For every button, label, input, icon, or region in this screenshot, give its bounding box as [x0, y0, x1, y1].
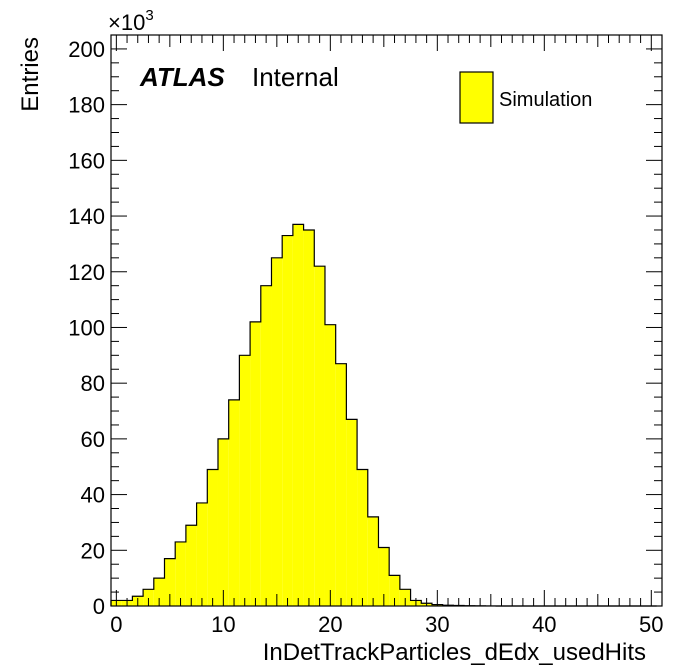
histogram-bar [399, 589, 411, 606]
histogram-bar [239, 355, 251, 606]
x-axis-title: InDetTrackParticles_dEdx_usedHits [263, 639, 646, 666]
histogram-bar [346, 419, 358, 606]
x-tick-label: 0 [110, 612, 122, 637]
y-tick-label: 160 [68, 148, 105, 173]
axis-tick-labels: 0 10 20 30 40 50 0 20 40 60 80 100 120 140 160 180 200 [68, 37, 663, 637]
histogram-bar [228, 399, 240, 606]
y-tick-label: 20 [81, 538, 105, 563]
y-tick-label: 0 [93, 594, 105, 619]
x-tick-label: 30 [425, 612, 449, 637]
histogram-bar [303, 229, 315, 606]
legend: Simulation [459, 71, 592, 124]
histogram-bar [324, 324, 336, 606]
histogram-bar [357, 469, 368, 606]
histogram-bar [335, 363, 347, 606]
histogram-bars [111, 224, 507, 607]
legend-label-simulation: Simulation [499, 89, 592, 111]
histogram-bar [207, 469, 218, 606]
histogram-bar [389, 575, 400, 606]
internal-label: Internal [252, 62, 339, 92]
legend-swatch-simulation [459, 71, 494, 124]
histogram-bar [292, 224, 304, 606]
histogram-bar [217, 438, 229, 606]
atlas-label: ATLAS [139, 62, 225, 92]
histogram-bar [196, 502, 208, 606]
histogram-bar [175, 541, 186, 606]
y-axis-title: Entries [17, 37, 44, 112]
y-tick-label: 80 [81, 371, 105, 396]
y-tick-label: 100 [68, 315, 105, 340]
histogram-bar [250, 321, 261, 606]
histogram-bar [271, 257, 283, 606]
plot-frame [110, 34, 663, 607]
histogram-bar [164, 558, 176, 606]
histogram-bar [367, 516, 379, 606]
x-tick-label: 20 [318, 612, 342, 637]
y-tick-label: 60 [81, 427, 105, 452]
y-tick-label: 180 [68, 93, 105, 118]
histogram-bar [260, 285, 272, 606]
histogram-bar [153, 578, 165, 606]
histogram-bar [185, 525, 197, 606]
x-tick-label: 10 [211, 612, 235, 637]
histogram-bar [378, 547, 390, 606]
x-tick-label: 50 [639, 612, 663, 637]
y-multiplier: ×103 [108, 7, 154, 35]
histogram-bar [314, 266, 325, 606]
histogram-bar [143, 589, 154, 606]
axis-ticks [111, 34, 663, 607]
x-tick-label: 40 [532, 612, 556, 637]
y-tick-label: 40 [81, 483, 105, 508]
y-tick-label: 120 [68, 260, 105, 285]
histogram-bar [282, 235, 293, 607]
y-tick-label: 140 [68, 204, 105, 229]
y-tick-label: 200 [68, 37, 105, 62]
